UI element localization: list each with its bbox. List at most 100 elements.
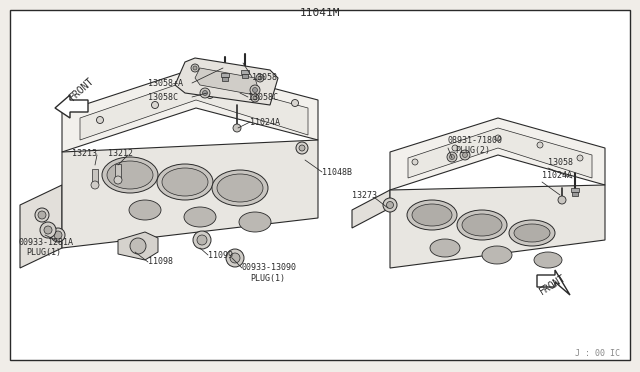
Text: 11048B: 11048B (322, 167, 352, 176)
Ellipse shape (239, 212, 271, 232)
Polygon shape (175, 58, 278, 105)
Text: 00933-13090: 00933-13090 (242, 263, 297, 273)
Circle shape (130, 238, 146, 254)
Circle shape (44, 226, 52, 234)
Ellipse shape (217, 174, 263, 202)
Ellipse shape (107, 161, 153, 189)
Text: 13058C: 13058C (248, 93, 278, 102)
Circle shape (460, 150, 470, 160)
Circle shape (91, 181, 99, 189)
Text: 13213: 13213 (72, 148, 97, 157)
Circle shape (191, 64, 199, 72)
Circle shape (449, 154, 454, 160)
Circle shape (251, 94, 259, 102)
Circle shape (452, 145, 458, 151)
Circle shape (250, 85, 260, 95)
Text: FRONT: FRONT (538, 273, 568, 297)
Ellipse shape (157, 164, 213, 200)
Ellipse shape (412, 204, 452, 226)
Circle shape (291, 99, 298, 106)
Text: 13273: 13273 (352, 190, 377, 199)
Text: 13058+A: 13058+A (148, 78, 183, 87)
Polygon shape (92, 169, 98, 185)
Circle shape (152, 102, 159, 109)
Circle shape (233, 124, 241, 132)
Ellipse shape (102, 157, 158, 193)
Circle shape (299, 145, 305, 151)
Polygon shape (537, 270, 570, 295)
Text: 11098: 11098 (148, 257, 173, 266)
Text: 11099: 11099 (208, 250, 233, 260)
Circle shape (54, 231, 62, 239)
Polygon shape (62, 68, 318, 152)
Circle shape (258, 76, 262, 80)
Ellipse shape (462, 214, 502, 236)
Circle shape (200, 88, 210, 98)
Polygon shape (572, 192, 578, 196)
Text: J : 00 IC: J : 00 IC (575, 349, 620, 358)
Text: FRONT: FRONT (68, 75, 97, 102)
Circle shape (253, 96, 257, 100)
Circle shape (296, 142, 308, 154)
Circle shape (259, 84, 266, 92)
Text: 13058C: 13058C (148, 93, 178, 102)
Text: PLUG(2): PLUG(2) (455, 145, 490, 154)
Polygon shape (242, 74, 248, 78)
Polygon shape (118, 232, 158, 260)
Polygon shape (571, 188, 579, 192)
Ellipse shape (509, 220, 555, 246)
Text: 13058: 13058 (252, 73, 277, 81)
Polygon shape (62, 140, 318, 248)
Text: 13058: 13058 (548, 157, 573, 167)
Circle shape (230, 253, 240, 263)
Ellipse shape (430, 239, 460, 257)
Polygon shape (390, 185, 605, 268)
Text: 00933-1281A: 00933-1281A (18, 237, 73, 247)
Polygon shape (241, 70, 249, 74)
Circle shape (114, 176, 122, 184)
Text: 11041M: 11041M (300, 8, 340, 18)
Circle shape (193, 231, 211, 249)
Circle shape (197, 235, 207, 245)
Ellipse shape (162, 168, 208, 196)
Ellipse shape (212, 170, 268, 206)
Circle shape (253, 87, 257, 93)
Circle shape (463, 153, 467, 157)
Polygon shape (221, 73, 229, 77)
Circle shape (40, 222, 56, 238)
Polygon shape (55, 95, 88, 118)
Ellipse shape (129, 200, 161, 220)
Circle shape (412, 159, 418, 165)
Ellipse shape (407, 200, 457, 230)
Polygon shape (222, 77, 228, 81)
Polygon shape (115, 164, 121, 180)
Circle shape (558, 196, 566, 204)
Ellipse shape (457, 210, 507, 240)
Circle shape (202, 90, 207, 96)
Text: PLUG(1): PLUG(1) (26, 247, 61, 257)
Text: PLUG(1): PLUG(1) (250, 273, 285, 282)
Polygon shape (195, 68, 258, 95)
Circle shape (207, 92, 214, 99)
Text: 13212: 13212 (108, 148, 133, 157)
Ellipse shape (482, 246, 512, 264)
Circle shape (387, 202, 394, 208)
Ellipse shape (534, 252, 562, 268)
Circle shape (495, 135, 501, 141)
Text: 11024A: 11024A (542, 170, 572, 180)
Circle shape (97, 116, 104, 124)
Circle shape (226, 249, 244, 267)
Polygon shape (20, 185, 62, 268)
Circle shape (577, 155, 583, 161)
Ellipse shape (514, 224, 550, 242)
Polygon shape (390, 118, 605, 190)
Text: 11024A: 11024A (250, 118, 280, 126)
Text: 08931-71800: 08931-71800 (448, 135, 503, 144)
Ellipse shape (184, 207, 216, 227)
Circle shape (193, 66, 197, 70)
Polygon shape (408, 128, 592, 178)
Polygon shape (80, 78, 308, 140)
Polygon shape (352, 190, 390, 228)
Circle shape (537, 142, 543, 148)
Circle shape (447, 152, 457, 162)
